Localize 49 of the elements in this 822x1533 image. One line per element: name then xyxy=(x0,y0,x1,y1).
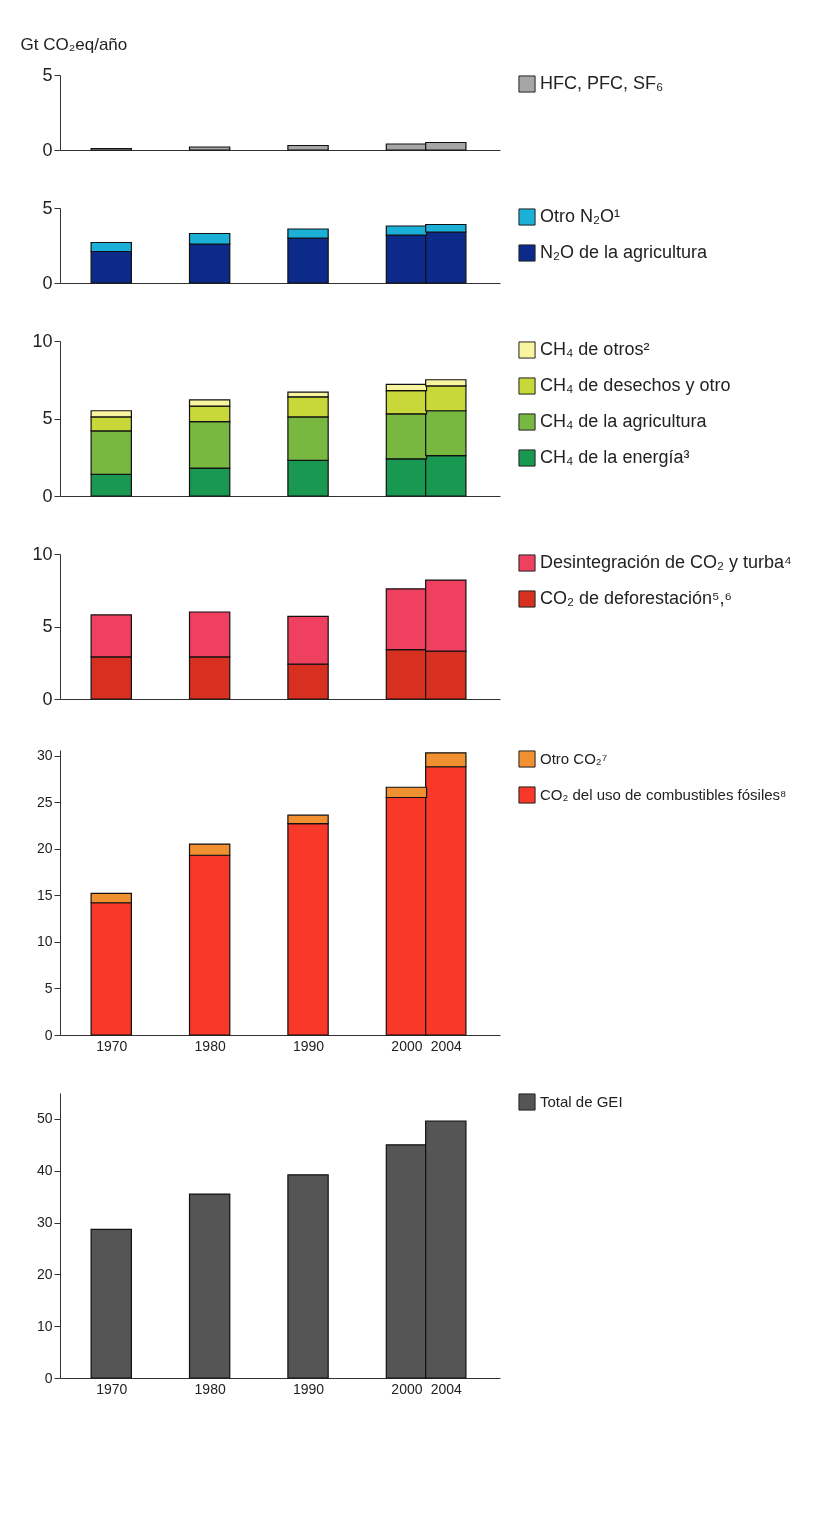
legend-label: CH₄ de la agricultura xyxy=(540,411,708,431)
x-tick-label: 2000 xyxy=(391,1380,423,1397)
y-tick-label: 10 xyxy=(36,933,53,950)
y-tick-label: 5 xyxy=(44,979,53,996)
y-tick-label: 5 xyxy=(42,408,53,428)
y-tick-label: 15 xyxy=(36,886,53,903)
legend-label: Total de GEI xyxy=(540,1093,623,1110)
x-tick-label: 2004 xyxy=(430,1380,463,1397)
y-tick-label: 0 xyxy=(42,139,53,160)
x-tick-label: 1970 xyxy=(96,1037,128,1054)
legend-label: CH₄ de desechos y otro xyxy=(540,375,731,395)
y-tick-label: 0 xyxy=(42,688,53,709)
y-tick-label: 0 xyxy=(42,485,53,506)
legend-label: Otro N₂O¹ xyxy=(540,206,620,226)
y-tick-label: 10 xyxy=(32,543,53,564)
x-tick-label: 1990 xyxy=(292,1380,325,1397)
y-tick-label: 30 xyxy=(36,747,53,764)
y-tick-label: 40 xyxy=(36,1162,53,1179)
y-tick-label: 0 xyxy=(42,272,53,293)
x-tick-label: 2000 xyxy=(391,1037,423,1054)
bar xyxy=(287,1174,329,1379)
bar xyxy=(90,1228,132,1379)
y-tick-label: 50 xyxy=(36,1110,53,1127)
x-tick-label: 1990 xyxy=(292,1037,325,1054)
y-tick-label: 30 xyxy=(36,1214,53,1231)
legend-label: CO₂ del uso de combustibles fósiles⁸ xyxy=(540,786,787,803)
legend-label: Otro CO₂⁷ xyxy=(540,750,608,767)
x-tick-label: 1980 xyxy=(194,1380,226,1397)
y-tick-label: 10 xyxy=(32,330,53,351)
y-tick-label: 5 xyxy=(42,197,53,218)
y-tick-label: 5 xyxy=(42,64,53,85)
y-tick-label: 0 xyxy=(44,1369,53,1386)
y-tick-label: 5 xyxy=(42,616,53,636)
legend-label: CH₄ de la energía³ xyxy=(540,447,690,467)
x-tick-label: 2004 xyxy=(430,1037,463,1054)
y-tick-label: 25 xyxy=(36,793,53,810)
legend-label: CH₄ de otros² xyxy=(540,339,650,359)
y-tick-label: 20 xyxy=(36,1265,53,1282)
y-tick-label: 10 xyxy=(36,1317,53,1334)
x-tick-label: 1970 xyxy=(96,1380,128,1397)
bar xyxy=(188,1193,231,1379)
y-axis-title: Gt CO₂eq/año xyxy=(20,34,128,54)
y-tick-label: 0 xyxy=(44,1026,53,1043)
legend-label: N₂O de la agricultura xyxy=(540,242,709,262)
legend-label: Desintegración de CO₂ y turba⁴ xyxy=(540,552,792,572)
legend-label: HFC, PFC, SF₆ xyxy=(540,73,664,93)
y-tick-label: 20 xyxy=(36,840,53,857)
x-tick-label: 1980 xyxy=(194,1037,226,1054)
legend-label: CO₂ de deforestación⁵,⁶ xyxy=(540,588,732,608)
